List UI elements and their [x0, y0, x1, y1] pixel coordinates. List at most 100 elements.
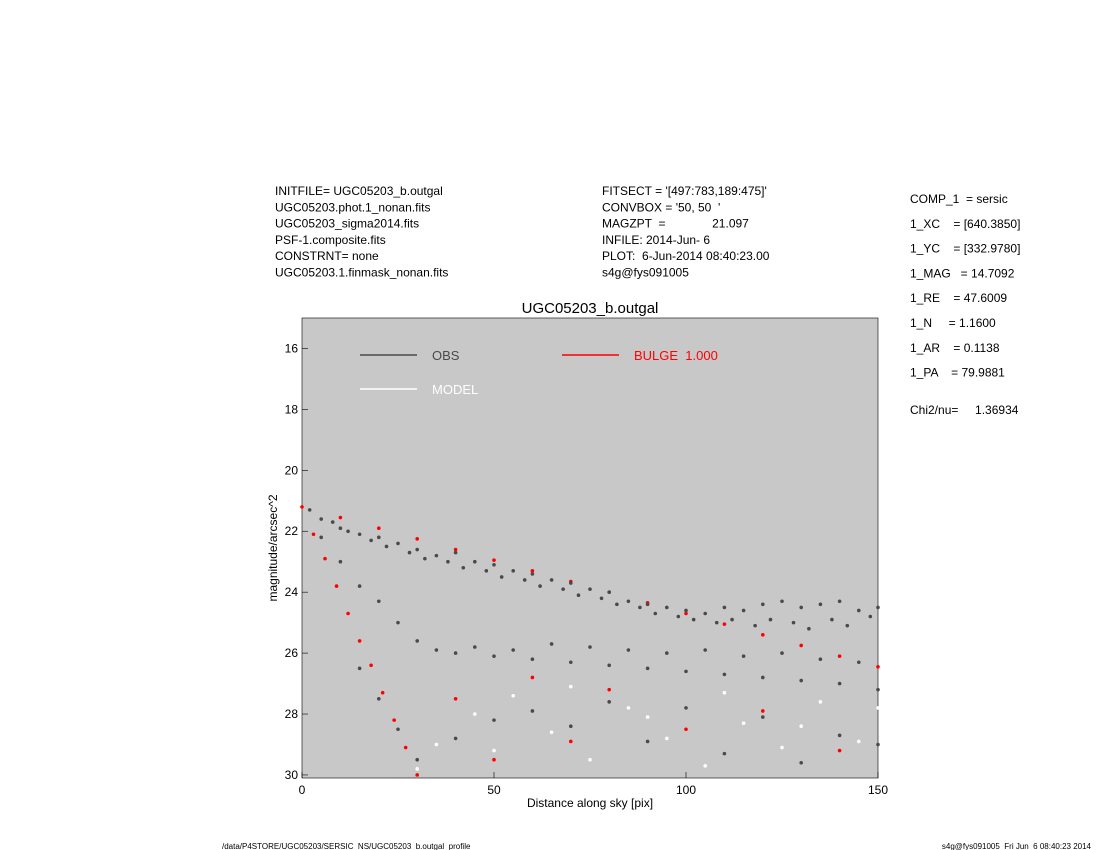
- header-left-line: UGC05203_sigma2014.fits: [275, 217, 419, 231]
- point: [761, 675, 765, 680]
- point: [684, 611, 688, 616]
- point: [569, 660, 573, 665]
- point: [511, 569, 515, 573]
- point: [730, 617, 734, 622]
- y-tick-label: 20: [285, 463, 299, 477]
- point: [722, 690, 727, 695]
- point: [307, 508, 312, 512]
- point: [799, 724, 803, 729]
- point: [676, 614, 681, 619]
- point: [311, 532, 316, 537]
- legend-label: MODEL: [432, 382, 478, 397]
- point: [857, 739, 861, 744]
- point: [396, 620, 400, 625]
- point: [837, 733, 842, 738]
- point: [403, 745, 408, 750]
- header-middle-line: CONVBOX = '50, 50 ': [602, 200, 720, 214]
- point: [837, 748, 842, 753]
- point: [876, 605, 880, 610]
- legend-label: OBS: [432, 348, 460, 363]
- point: [845, 623, 850, 628]
- point: [645, 739, 650, 744]
- x-tick-label: 0: [299, 783, 306, 797]
- point: [499, 575, 504, 579]
- header-middle-line: s4g@fys091005: [602, 266, 689, 280]
- point: [453, 550, 458, 555]
- point: [530, 657, 535, 661]
- footer-left: /data/P4STORE/UGC05203/SERSIC_NS/UGC0520…: [222, 842, 471, 850]
- point: [857, 608, 861, 613]
- point: [484, 569, 489, 573]
- point: [530, 572, 535, 576]
- point: [588, 757, 592, 762]
- y-tick-label: 24: [285, 585, 299, 599]
- point: [876, 665, 880, 669]
- point: [377, 535, 381, 540]
- point: [384, 544, 389, 549]
- y-tick-label: 16: [285, 341, 299, 355]
- point: [684, 706, 688, 710]
- point: [346, 529, 350, 534]
- point: [722, 622, 727, 626]
- point: [645, 715, 650, 719]
- point: [300, 505, 304, 509]
- parameter-line: 1_RE = 47.6009: [910, 291, 1007, 305]
- x-axis-label: Distance along sky [pix]: [527, 796, 653, 810]
- point: [645, 602, 650, 607]
- point: [607, 687, 611, 692]
- point: [722, 672, 727, 677]
- point: [530, 675, 535, 680]
- point: [714, 620, 719, 625]
- point: [576, 593, 581, 598]
- point: [569, 581, 573, 585]
- point: [338, 515, 343, 520]
- point: [369, 538, 373, 543]
- point: [768, 617, 773, 622]
- point: [511, 648, 515, 652]
- point: [857, 660, 861, 665]
- header-left-line: CONSTRNT= none: [275, 249, 379, 263]
- chart-title: UGC05203_b.outgal: [522, 300, 659, 317]
- point: [549, 642, 554, 646]
- point: [638, 605, 642, 610]
- point: [334, 584, 339, 588]
- point: [761, 709, 765, 713]
- point: [396, 541, 400, 546]
- point: [357, 666, 362, 671]
- point: [415, 547, 420, 552]
- point: [415, 767, 420, 771]
- point: [492, 562, 496, 567]
- footer-right: s4g@fys091005 Fri Jun 6 08:40:23 2014: [942, 842, 1092, 850]
- point: [741, 721, 746, 725]
- point: [357, 584, 362, 588]
- header-left-line: UGC05203.phot.1_nonan.fits: [275, 200, 430, 214]
- point: [492, 718, 496, 722]
- point: [588, 645, 592, 649]
- point: [837, 681, 842, 686]
- point: [607, 590, 611, 594]
- point: [377, 526, 381, 530]
- point: [722, 605, 727, 610]
- point: [407, 550, 412, 555]
- point: [530, 569, 535, 573]
- parameter-line: 1_PA = 79.9881: [910, 366, 1005, 380]
- point: [338, 526, 343, 530]
- point: [691, 617, 696, 622]
- header-left-line: INITFILE= UGC05203_b.outgal: [275, 184, 443, 198]
- point: [473, 559, 477, 564]
- point: [415, 537, 420, 541]
- y-tick-label: 26: [285, 646, 299, 660]
- point: [607, 700, 611, 704]
- point: [369, 663, 373, 668]
- point: [741, 654, 746, 658]
- point: [357, 639, 362, 643]
- point: [722, 751, 727, 756]
- parameter-line: 1_N = 1.1600: [910, 316, 996, 330]
- point: [876, 742, 880, 747]
- point: [461, 566, 466, 570]
- point: [818, 657, 823, 661]
- point: [645, 666, 650, 671]
- point: [538, 584, 542, 588]
- point: [319, 535, 324, 540]
- point: [799, 760, 803, 765]
